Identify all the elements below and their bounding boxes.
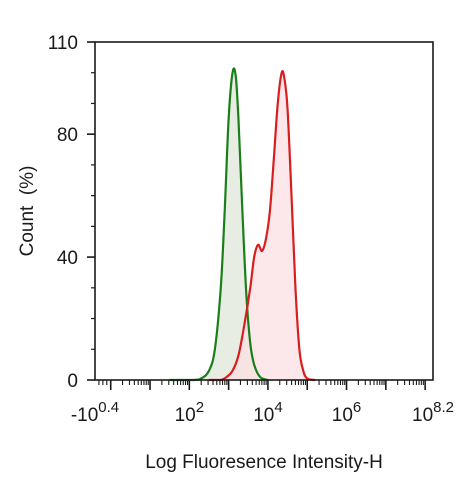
x-axis-ticks <box>98 380 426 390</box>
series-1-line <box>169 67 269 382</box>
x-axis-label: Log Fluoresence Intensity-H <box>145 452 383 473</box>
x-tick-label: 102 <box>175 399 204 426</box>
y-tick-label: 0 <box>67 371 78 392</box>
y-tick-label: 40 <box>57 248 78 269</box>
y-axis-tick-labels: 0 40 80 110 <box>48 33 78 392</box>
x-tick-label: 104 <box>253 399 282 426</box>
y-axis-ticks <box>87 41 95 381</box>
x-tick-label: 106 <box>332 399 361 426</box>
series-1-area <box>169 68 268 380</box>
series-2-line <box>208 69 316 382</box>
plot-lines <box>169 67 316 382</box>
y-axis-label: Count (%) <box>17 166 38 257</box>
y-tick-label: 80 <box>57 125 78 146</box>
x-axis-tick-labels: -100.4 102 104 106 108.2 <box>71 399 454 426</box>
y-tick-label: 110 <box>48 33 78 54</box>
x-tick-label: -100.4 <box>71 399 119 426</box>
x-tick-label: 108.2 <box>412 399 454 426</box>
